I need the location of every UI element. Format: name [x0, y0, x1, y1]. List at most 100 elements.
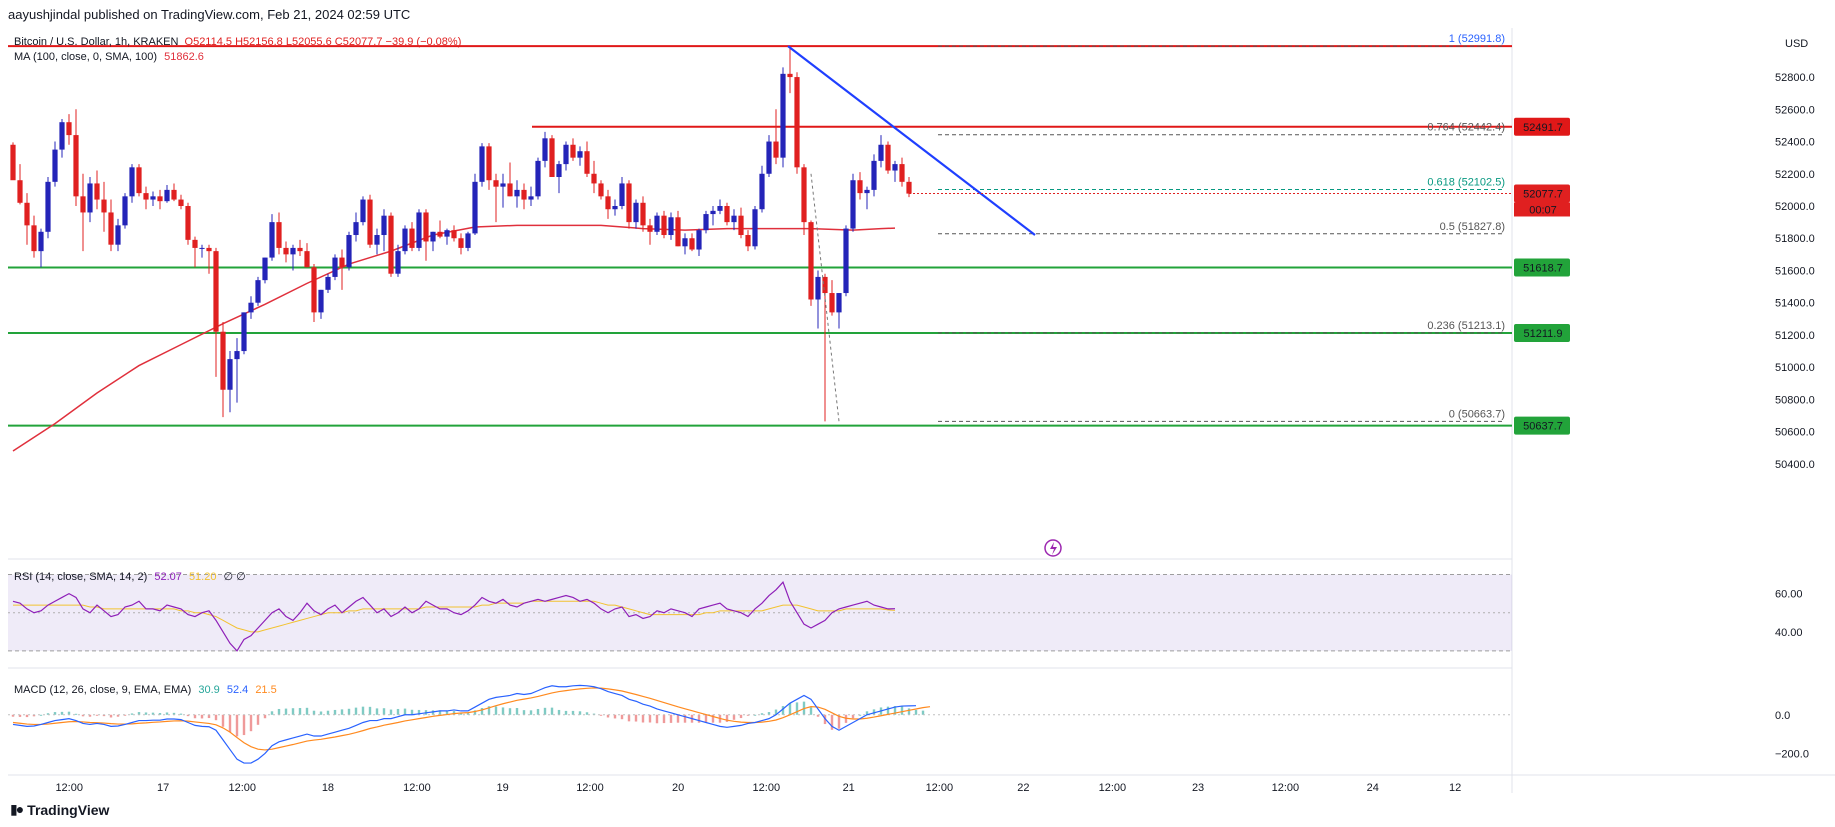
macd-histogram-bar: [669, 714, 673, 723]
price-label-text: 52491.7: [1523, 122, 1563, 134]
macd-histogram-bar: [487, 706, 491, 715]
macd-histogram-bar: [865, 711, 869, 715]
macd-histogram-bar: [543, 707, 547, 715]
ma-value: 51862.6: [164, 51, 204, 63]
tradingview-logo-text: TradingView: [27, 801, 110, 818]
candle-body: [479, 146, 485, 182]
price-tick-label: 50400.0: [1775, 459, 1815, 471]
candle-body: [661, 215, 667, 236]
macd-histogram-bar: [95, 714, 99, 716]
macd-histogram-bar: [172, 712, 176, 715]
macd-histogram-bar: [46, 713, 50, 715]
price-labels: 52491.7 52077.7 51618.7 51211.9 50637.7: [1514, 117, 1570, 435]
macd-histogram-bar: [256, 714, 260, 725]
candle-body: [409, 228, 415, 248]
macd-histogram-bar: [109, 714, 113, 718]
macd-histogram-bar: [795, 702, 799, 715]
candle-body: [738, 215, 744, 236]
candle-body: [437, 231, 443, 237]
macd-histogram-bar: [683, 714, 687, 723]
candle-body: [906, 181, 912, 194]
candle-body: [619, 183, 625, 207]
candle-body: [17, 180, 23, 203]
time-tick-label: 12:00: [576, 782, 604, 794]
macd-signal-line: [12, 687, 931, 751]
candle-body: [717, 206, 723, 211]
candle-body: [178, 199, 184, 207]
macd-histogram-bar: [711, 714, 715, 723]
fib-level-label: 0 (50663.7): [1449, 408, 1505, 420]
candle-body: [773, 141, 779, 158]
candle-body: [346, 235, 352, 268]
candle-body: [108, 212, 114, 245]
candle-body: [66, 122, 72, 136]
candle-body: [850, 180, 856, 229]
price-tick-label: 51800.0: [1775, 233, 1815, 245]
macd-histogram-bar: [809, 707, 813, 715]
candle-body: [493, 180, 499, 187]
candle-body: [311, 267, 317, 313]
price-tick-label: 52400.0: [1775, 137, 1815, 149]
price-label-box: [1514, 324, 1570, 343]
macd-histogram-bar: [494, 706, 498, 715]
candle-body: [472, 181, 478, 234]
candle-body: [878, 144, 884, 161]
macd-histogram-bar: [340, 709, 344, 715]
rsi-line: [12, 581, 896, 652]
candle-body: [255, 280, 261, 303]
tradingview-logo[interactable]: ▮● TradingView: [10, 801, 109, 818]
macd-histogram-bar: [599, 714, 603, 716]
time-axis: 12:00 17 12:00 18 12:00 19 12:00 20 12:00 21 12:00…: [55, 782, 1461, 794]
macd-histogram-bar: [284, 708, 288, 715]
instrument-header: Bitcoin / U.S. Dollar, 1h, KRAKEN O52114…: [14, 36, 461, 48]
price-label-text: 50637.7: [1523, 421, 1563, 433]
time-tick-label: 12:00: [55, 782, 83, 794]
macd-histogram-bar: [872, 709, 876, 715]
candle-body: [374, 235, 380, 245]
candle-body: [745, 235, 751, 247]
price-tick-label: 50800.0: [1775, 394, 1815, 406]
macd-histogram-bar: [529, 710, 533, 715]
macd-histogram-bar: [326, 710, 330, 715]
candle-body: [465, 233, 471, 248]
macd-histogram-bar: [151, 712, 155, 715]
candle-body: [234, 351, 240, 360]
macd-histogram-bar: [11, 714, 15, 717]
candle-body: [45, 181, 51, 232]
macd-histogram-bar: [263, 714, 267, 719]
macd-line: [12, 684, 917, 764]
price-label-box: [1514, 258, 1570, 277]
candle-body: [598, 183, 604, 197]
candle-body: [52, 149, 58, 182]
candle-body: [248, 302, 254, 313]
macd-histogram-bar: [739, 714, 743, 719]
macd-histogram-bar: [214, 714, 218, 721]
macd-histogram-bar: [648, 714, 652, 723]
macd-histogram-bar: [613, 714, 617, 719]
candle-body: [626, 183, 632, 223]
price-label-text: 51211.9: [1524, 328, 1563, 340]
macd-histogram-bar: [32, 714, 36, 717]
candle-body: [80, 196, 86, 213]
rsi-value: 52.07: [154, 571, 182, 583]
macd-histogram-bar: [354, 707, 358, 715]
price-tick-label: 52600.0: [1775, 104, 1815, 116]
candle-body: [724, 206, 730, 223]
candle-body: [297, 247, 303, 252]
candle-body: [59, 122, 65, 150]
macd-histogram-bar: [165, 712, 169, 715]
macd-histogram-bar: [74, 713, 78, 715]
macd-tick-label: −200.0: [1775, 748, 1809, 760]
candle-body: [570, 144, 576, 158]
rsi-tick-label: 60.00: [1775, 589, 1803, 601]
macd-histogram-bar: [508, 708, 512, 715]
time-tick-label: 12:00: [403, 782, 431, 794]
macd-histogram-bar: [781, 706, 785, 715]
candle-body: [899, 164, 905, 182]
candle-body: [94, 183, 100, 200]
macd-histogram-bar: [606, 714, 610, 718]
macd-histogram-bar: [858, 714, 862, 716]
candle-body: [122, 196, 128, 226]
